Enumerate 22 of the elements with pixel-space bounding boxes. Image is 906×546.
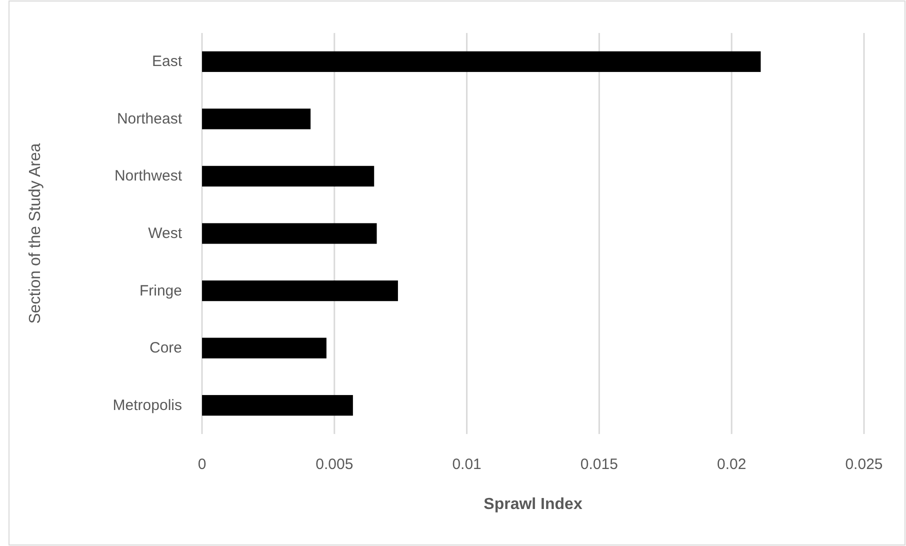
bar	[202, 338, 326, 358]
bar	[202, 108, 311, 130]
y-tick-label: Northeast	[116, 110, 183, 128]
y-tick-label: East	[152, 53, 183, 70]
y-axis-title: Section of the Study Area	[27, 143, 44, 324]
y-tick-label: Northwest	[114, 168, 183, 185]
x-tick-label: 0.005	[316, 456, 354, 473]
bar	[202, 51, 761, 72]
y-tick-label: Fringe	[139, 282, 182, 300]
x-tick-label: 0.015	[580, 456, 618, 473]
x-axis-title: Sprawl Index	[484, 496, 582, 513]
x-tick-label: 0	[198, 456, 206, 473]
bar	[202, 280, 398, 302]
y-tick-label: West	[148, 225, 183, 242]
y-tick-label: Core	[149, 340, 182, 357]
bar	[202, 395, 353, 416]
bar	[202, 223, 377, 244]
y-tick-label: Metropolis	[112, 396, 182, 414]
x-tick-label: 0.025	[845, 456, 883, 473]
x-tick-label: 0.01	[452, 456, 482, 473]
bar	[202, 166, 374, 187]
x-tick-label: 0.02	[717, 456, 746, 473]
